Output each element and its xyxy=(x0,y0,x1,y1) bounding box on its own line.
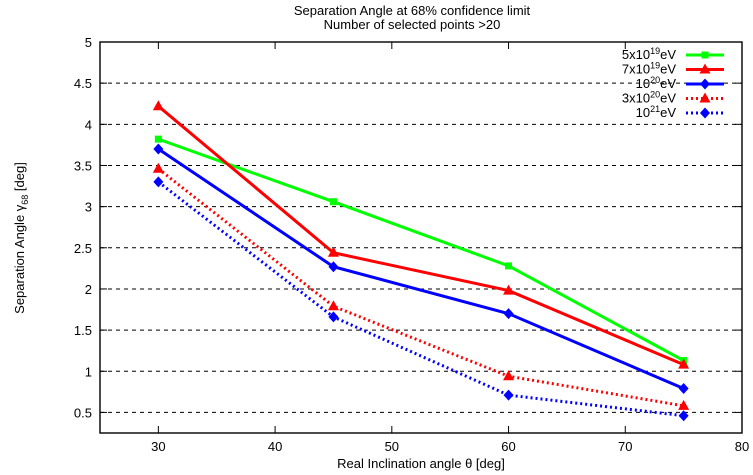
series-line xyxy=(157,147,685,390)
series-line xyxy=(157,105,685,367)
series-line xyxy=(157,137,685,362)
grid-lines xyxy=(100,82,742,413)
legend-marker xyxy=(700,78,710,90)
y-tick-label: 3 xyxy=(85,200,92,215)
data-point xyxy=(678,410,689,422)
y-tick-label: 1 xyxy=(85,364,92,379)
data-point xyxy=(503,308,514,320)
series-layer xyxy=(152,100,690,422)
data-point xyxy=(328,261,339,273)
data-point xyxy=(503,370,515,381)
data-point xyxy=(152,162,164,173)
y-tick-label: 2.5 xyxy=(74,241,92,256)
data-point xyxy=(678,358,690,369)
y-tick-label: 1.5 xyxy=(74,323,92,338)
y-tick-label: 2 xyxy=(85,282,92,297)
data-point xyxy=(327,300,339,311)
y-axis-label-sub: 68 xyxy=(20,195,30,205)
data-point xyxy=(505,262,513,270)
data-point xyxy=(329,198,337,206)
series-2 xyxy=(153,143,689,395)
x-tick-label: 70 xyxy=(618,439,632,454)
x-tick-label: 80 xyxy=(735,439,749,454)
x-tick-label: 60 xyxy=(501,439,515,454)
legend-label: 1021eV xyxy=(636,104,677,120)
legend-marker xyxy=(701,51,709,59)
series-1 xyxy=(152,100,690,369)
plot-frame xyxy=(99,41,743,434)
legend-label: 1020eV xyxy=(636,75,677,91)
data-point xyxy=(153,176,164,188)
data-point xyxy=(503,389,514,401)
y-tick-label: 0.5 xyxy=(74,405,92,420)
chart-subtitle: Number of selected points >20 xyxy=(324,17,501,32)
chart-title: Separation Angle at 68% confidence limit xyxy=(294,3,531,18)
data-point xyxy=(678,383,689,395)
legend-label: 7x1019eV xyxy=(622,61,676,77)
x-tick-label: 30 xyxy=(151,439,165,454)
data-point xyxy=(328,311,339,323)
series-line xyxy=(157,167,684,408)
y-tick-label: 3.5 xyxy=(74,158,92,173)
legend-label: 3x1020eV xyxy=(622,90,676,106)
data-point xyxy=(152,100,164,111)
data-point xyxy=(154,135,162,143)
data-point xyxy=(153,143,164,155)
legend-label: 5x1019eV xyxy=(622,46,676,62)
series-line xyxy=(157,180,684,418)
y-tick-label: 5 xyxy=(85,35,92,50)
x-tick-label: 50 xyxy=(385,439,399,454)
data-point xyxy=(503,284,515,295)
axis-ticks: 0.5 1 1.5 2 2.5 3 3.5 4 4.5 5 30 40 50 60 70 80 xyxy=(74,35,749,454)
legend-marker xyxy=(700,107,710,119)
y-axis-label-main: Separation Angle γ xyxy=(12,204,27,314)
legend-marker xyxy=(699,63,711,74)
y-tick-label: 4.5 xyxy=(74,76,92,91)
x-tick-label: 40 xyxy=(268,439,282,454)
x-axis-label: Real Inclination angle θ [deg] xyxy=(337,456,505,471)
y-axis-label-tail: [deg] xyxy=(12,162,27,195)
data-point xyxy=(678,399,690,410)
y-tick-label: 4 xyxy=(85,117,92,132)
series-4 xyxy=(153,176,689,422)
legend-marker xyxy=(699,92,711,103)
data-point xyxy=(327,246,339,257)
series-3 xyxy=(152,162,690,410)
y-axis-label: Separation Angle γ68 [deg] xyxy=(12,162,30,314)
